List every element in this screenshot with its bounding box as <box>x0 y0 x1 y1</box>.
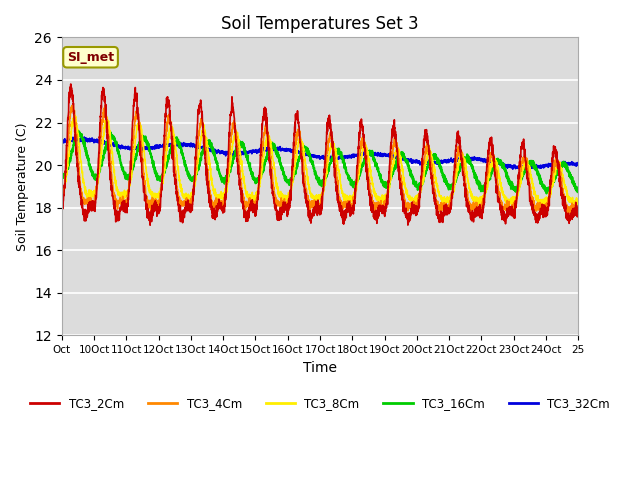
Title: Soil Temperatures Set 3: Soil Temperatures Set 3 <box>221 15 419 33</box>
TC3_32Cm <box>164 143 172 148</box>
Line: TC3_8Cm: TC3_8Cm <box>62 115 578 206</box>
TC3_16Cm <box>431 154 439 160</box>
TC3_8Cm <box>495 173 503 179</box>
TC3_2Cm <box>465 205 472 211</box>
TC3_32Cm <box>386 153 394 159</box>
X-axis label: Time: Time <box>303 360 337 375</box>
TC3_2Cm <box>67 81 74 87</box>
TC3_16Cm <box>574 187 582 193</box>
Line: TC3_16Cm: TC3_16Cm <box>62 131 578 193</box>
TC3_16Cm <box>58 171 66 177</box>
TC3_2Cm <box>432 202 440 208</box>
TC3_8Cm <box>431 175 439 180</box>
Line: TC3_2Cm: TC3_2Cm <box>62 84 578 225</box>
TC3_4Cm <box>465 198 472 204</box>
TC3_8Cm <box>465 180 472 186</box>
TC3_16Cm <box>569 179 577 184</box>
TC3_4Cm <box>70 102 77 108</box>
TC3_4Cm <box>495 192 503 198</box>
TC3_16Cm <box>386 179 394 185</box>
TC3_8Cm <box>58 191 66 197</box>
Line: TC3_4Cm: TC3_4Cm <box>62 105 578 214</box>
TC3_32Cm <box>465 154 472 160</box>
Line: TC3_32Cm: TC3_32Cm <box>62 137 578 169</box>
TC3_8Cm <box>164 139 172 145</box>
TC3_4Cm <box>164 118 172 124</box>
TC3_16Cm <box>164 159 172 165</box>
TC3_4Cm <box>569 205 577 211</box>
TC3_32Cm <box>495 161 503 167</box>
TC3_8Cm <box>386 178 394 184</box>
TC3_2Cm <box>496 199 504 205</box>
TC3_8Cm <box>569 201 577 206</box>
TC3_2Cm <box>147 222 154 228</box>
TC3_4Cm <box>574 205 582 211</box>
Legend: TC3_2Cm, TC3_4Cm, TC3_8Cm, TC3_16Cm, TC3_32Cm: TC3_2Cm, TC3_4Cm, TC3_8Cm, TC3_16Cm, TC3… <box>25 392 615 414</box>
TC3_8Cm <box>509 203 516 209</box>
TC3_32Cm <box>509 166 516 172</box>
TC3_32Cm <box>58 139 66 145</box>
TC3_32Cm <box>569 160 577 166</box>
TC3_8Cm <box>574 198 582 204</box>
TC3_4Cm <box>564 211 572 217</box>
TC3_2Cm <box>58 199 66 205</box>
TC3_4Cm <box>58 201 66 207</box>
TC3_16Cm <box>465 157 472 163</box>
TC3_2Cm <box>574 213 582 219</box>
TC3_16Cm <box>495 158 503 164</box>
Text: SI_met: SI_met <box>67 51 114 64</box>
TC3_16Cm <box>75 128 83 133</box>
TC3_4Cm <box>431 194 439 200</box>
TC3_2Cm <box>164 99 172 105</box>
TC3_32Cm <box>574 162 582 168</box>
TC3_8Cm <box>71 112 79 118</box>
TC3_32Cm <box>81 134 88 140</box>
TC3_2Cm <box>387 150 394 156</box>
TC3_32Cm <box>431 161 439 167</box>
TC3_16Cm <box>543 191 550 196</box>
TC3_4Cm <box>386 168 394 173</box>
Y-axis label: Soil Temperature (C): Soil Temperature (C) <box>16 122 29 251</box>
TC3_2Cm <box>569 209 577 215</box>
